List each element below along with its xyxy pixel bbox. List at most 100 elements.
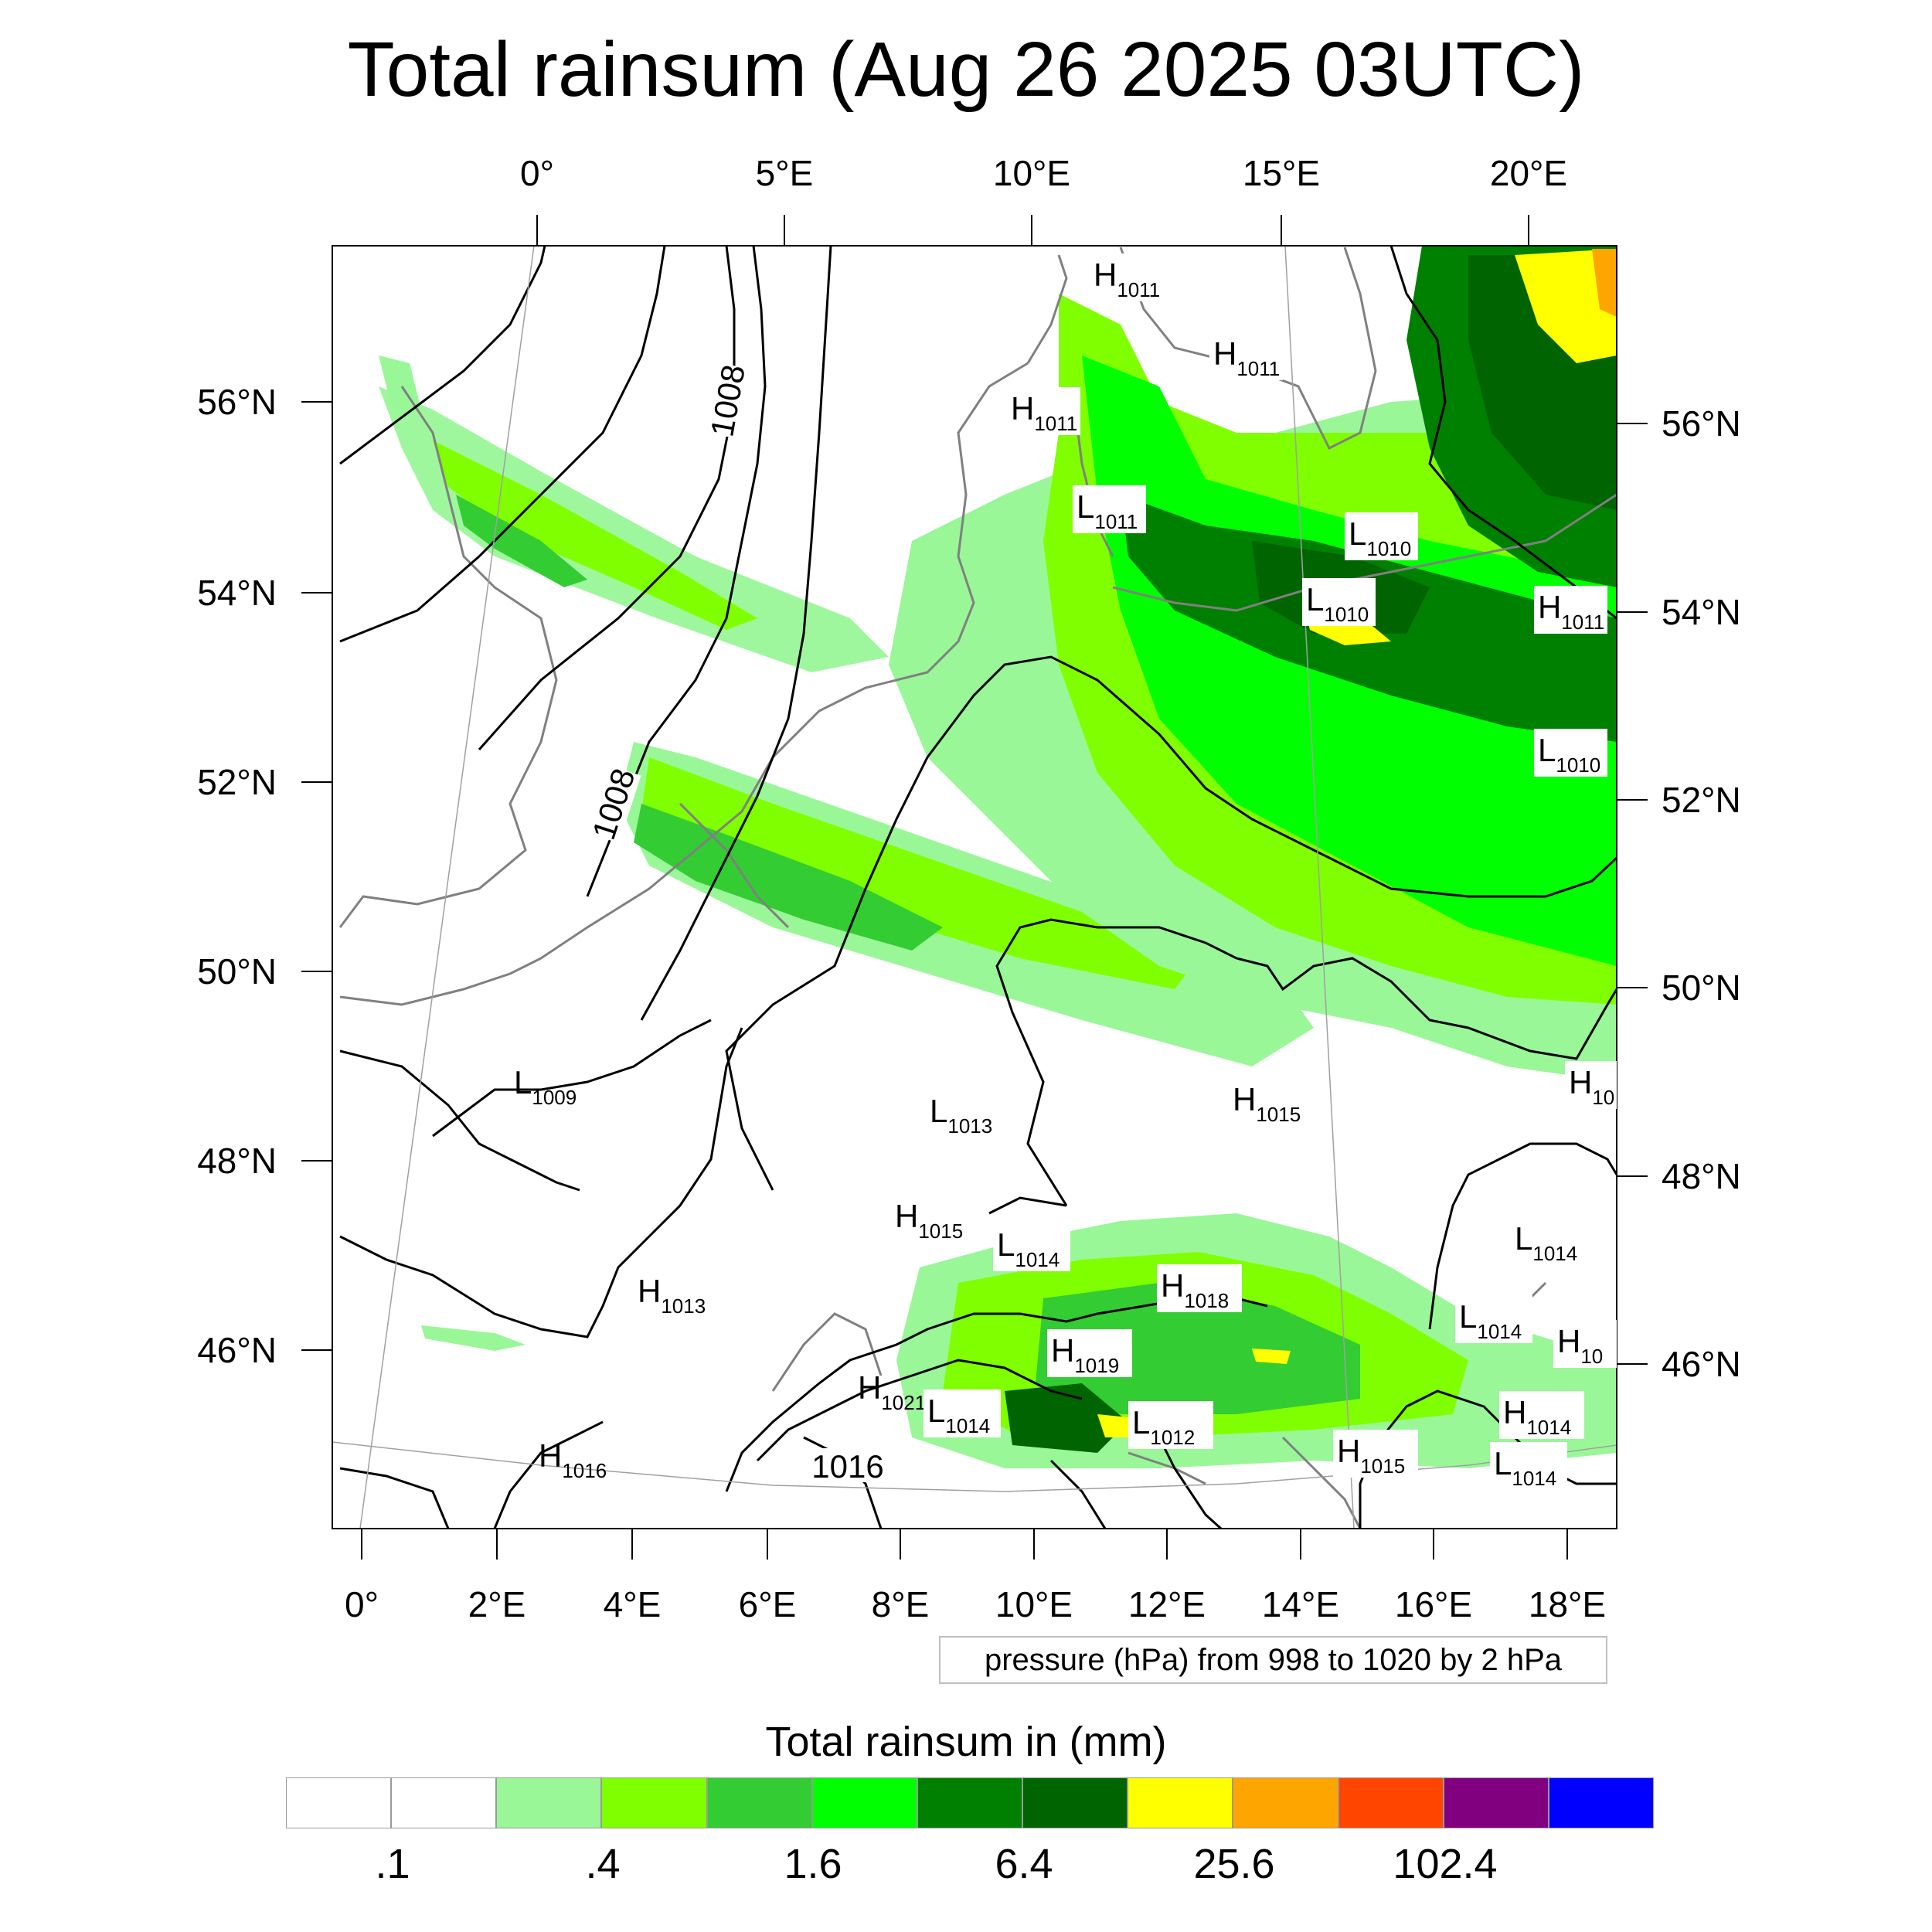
parallel-45n — [332, 1441, 1617, 1492]
colorbar — [286, 1777, 1655, 1828]
graticule — [332, 246, 1617, 1529]
pressure-info-box: pressure (hPa) from 998 to 1020 by 2 hPa — [939, 1636, 1607, 1684]
colorbar-label: 25.6 — [1193, 1841, 1275, 1887]
left-lat-label: 50°N — [197, 951, 277, 992]
right-lat-label: 46°N — [1662, 1344, 1741, 1384]
bottom-lon-label: 12°E — [1128, 1584, 1206, 1624]
pressure-center-label: L1014 — [1459, 1298, 1522, 1343]
isobar — [640, 246, 832, 1021]
bottom-lon-labels: 0° 2°E 4°E 6°E 8°E 10°E 12°E 14°E 16°E 1… — [345, 1584, 1606, 1624]
left-lat-label: 48°N — [197, 1141, 277, 1181]
rain-area-northeast-yellow — [1515, 249, 1617, 363]
pressure-center-label: L1014 — [997, 1226, 1060, 1271]
map-frame — [332, 245, 1617, 1529]
tick-marks — [301, 215, 1648, 1560]
colorbar-label: 102.4 — [1393, 1841, 1498, 1887]
bottom-lon-label: 14°E — [1262, 1584, 1339, 1624]
pressure-center-label: H1016 — [539, 1437, 607, 1482]
colorbar-swatch — [1022, 1777, 1128, 1828]
colorbar-swatch — [1443, 1777, 1549, 1828]
top-lon-label: 5°E — [756, 153, 814, 193]
isobar — [493, 1420, 604, 1529]
coastline-uk — [338, 386, 558, 928]
left-lat-label: 52°N — [197, 762, 277, 802]
rain-spot-france — [421, 1325, 526, 1351]
colorbar-swatch — [706, 1777, 812, 1828]
pressure-center-label: L1013 — [930, 1093, 992, 1138]
coastline-continent — [540, 362, 1029, 960]
precipitation-areas — [379, 246, 1617, 1468]
colorbar-swatch — [496, 1777, 602, 1828]
rain-spot-alps-yellow — [1097, 1414, 1136, 1437]
pressure-center-label: L1010 — [1538, 732, 1600, 777]
rain-area-alps-dark — [1036, 1283, 1360, 1414]
pressure-center-label: L1014 — [927, 1393, 990, 1437]
colorbar-swatch — [1128, 1777, 1233, 1828]
right-lat-label: 50°N — [1662, 968, 1741, 1008]
colorbar-label: 6.4 — [995, 1841, 1053, 1887]
right-lat-label: 48°N — [1662, 1156, 1741, 1196]
isobar-label: 1008 — [703, 362, 752, 439]
right-lat-label: 52°N — [1662, 780, 1741, 820]
colorbar-label: 1.6 — [784, 1841, 842, 1887]
isobar-1016 — [756, 1359, 1083, 1462]
rain-band-northsea-mid — [433, 440, 757, 630]
pressure-center-label: H1011 — [1538, 589, 1604, 634]
pressure-center-label: H1015 — [1233, 1081, 1301, 1126]
right-lat-labels: 56°N 54°N 52°N 50°N 48°N 46°N — [1662, 403, 1741, 1384]
isobar — [988, 1196, 1067, 1215]
colorbar-swatch — [1338, 1777, 1444, 1828]
top-lon-label: 15°E — [1243, 153, 1320, 193]
colorbar-swatch — [917, 1777, 1023, 1828]
colorbar-swatch — [391, 1777, 497, 1828]
coastline-sweden — [1119, 247, 1377, 451]
pressure-center-label: L1009 — [514, 1064, 577, 1109]
rain-spot-uk-north — [379, 355, 421, 417]
bottom-lon-label: 2°E — [468, 1584, 526, 1624]
pressure-center-label: H1015 — [895, 1198, 963, 1243]
pressure-center-label: H1015 — [1337, 1433, 1405, 1478]
isobar — [725, 655, 1617, 1191]
isobar — [339, 1049, 580, 1192]
right-lat-label: 56°N — [1662, 403, 1741, 444]
coastline-med — [771, 1312, 883, 1392]
top-lon-label: 0° — [520, 153, 554, 193]
pressure-center-label: H1021 — [858, 1369, 926, 1414]
rain-spot-slovenia-yellow — [1252, 1349, 1291, 1364]
rain-band-northsea-dark — [456, 495, 587, 587]
colorbar-swatch — [1548, 1777, 1655, 1828]
pressure-center-label: H1013 — [638, 1273, 706, 1318]
bottom-lon-label: 18°E — [1529, 1584, 1606, 1624]
colorbar-swatch — [601, 1777, 707, 1828]
isobar — [1389, 246, 1617, 620]
pressure-centers: H1011 H1011 H1011 L1011 L1010 L1010 H101… — [514, 253, 1617, 1490]
colorbar-title: Total rainsum in (mm) — [765, 1719, 1167, 1765]
rain-area-northeast-orange — [1592, 249, 1617, 317]
isobar — [339, 1467, 450, 1529]
isobar-label: 1016 — [811, 1448, 883, 1485]
bottom-lon-label: 4°E — [604, 1584, 662, 1624]
isobar — [995, 918, 1617, 1206]
colorbar-swatch — [1233, 1777, 1338, 1828]
meridian-0 — [359, 246, 535, 1529]
rain-area-alps-deepgreen — [1005, 1383, 1128, 1453]
rain-band-northsea-light — [379, 386, 889, 672]
pressure-center-label: L1014 — [1515, 1220, 1577, 1265]
pressure-center-label: H1011 — [1094, 257, 1160, 301]
pressure-center-label: L1014 — [1494, 1445, 1556, 1490]
pressure-center-label: H1019 — [1051, 1332, 1119, 1377]
top-lon-label: 20°E — [1490, 153, 1567, 193]
pressure-center-label: H1014 — [1503, 1394, 1571, 1439]
isobar — [1428, 1142, 1617, 1330]
right-lat-label: 54°N — [1662, 592, 1741, 632]
top-lon-label: 10°E — [993, 153, 1070, 193]
bottom-lon-label: 6°E — [739, 1584, 797, 1624]
isobar — [432, 1019, 712, 1138]
isobar — [339, 1027, 743, 1338]
pressure-center-label: L1012 — [1132, 1404, 1195, 1449]
coastline-uk-south — [339, 957, 542, 1006]
bottom-lon-label: 10°E — [995, 1584, 1073, 1624]
left-lat-labels: 56°N 54°N 52°N 50°N 48°N 46°N — [197, 382, 277, 1370]
pressure-center-label: L1010 — [1349, 515, 1411, 560]
isobar — [339, 246, 546, 465]
